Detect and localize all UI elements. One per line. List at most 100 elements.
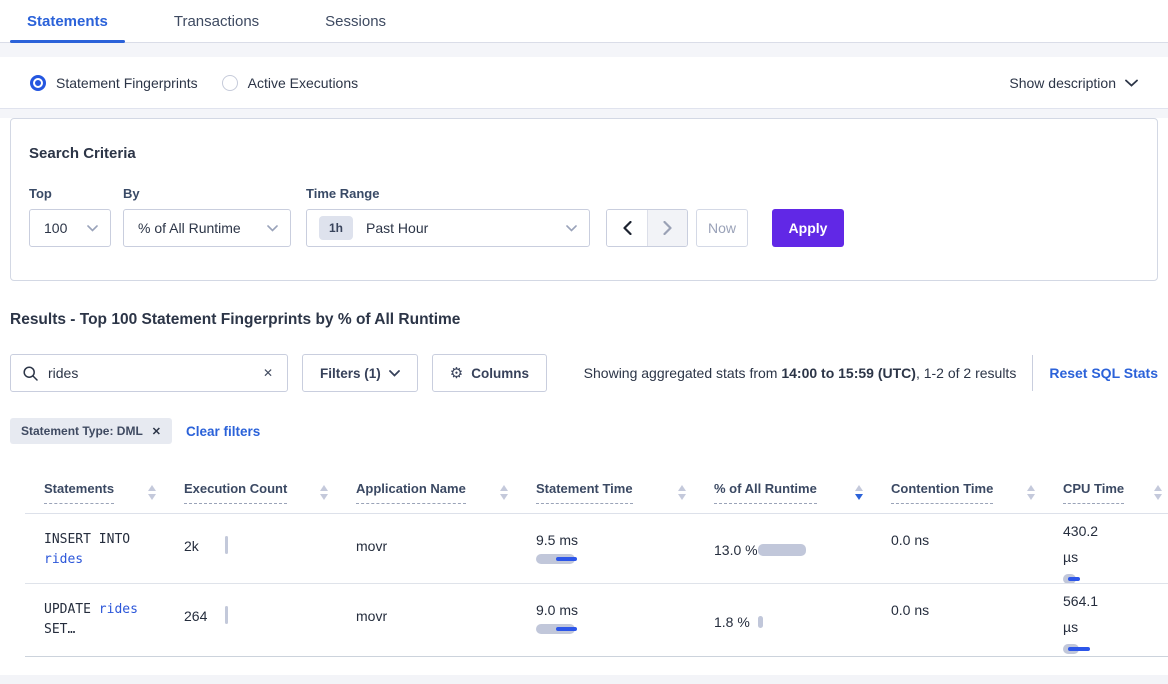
filter-chip-label: Statement Type: DML xyxy=(21,424,143,438)
tab-statements[interactable]: Statements xyxy=(10,0,125,43)
stats-summary-range: 14:00 to 15:59 (UTC) xyxy=(781,365,916,381)
by-select[interactable]: % of All Runtime xyxy=(123,209,291,247)
chevron-down-icon xyxy=(1125,79,1138,87)
reset-sql-stats-link[interactable]: Reset SQL Stats xyxy=(1049,365,1158,381)
radio-active-executions-label: Active Executions xyxy=(247,74,359,91)
column-header-runtime[interactable]: % of All Runtime xyxy=(714,464,891,514)
statement-keyword: UPDATE xyxy=(44,602,91,617)
execution-count-value: 264 xyxy=(184,608,208,624)
show-description-label: Show description xyxy=(1009,74,1116,91)
statement-keyword: INSERT INTO xyxy=(44,532,131,547)
by-label: By xyxy=(123,186,140,201)
gear-icon: ⚙ xyxy=(449,365,464,382)
time-range-value: Past Hour xyxy=(366,220,429,236)
statement-time-value: 9.0 ms xyxy=(536,602,579,618)
columns-button[interactable]: ⚙ Columns xyxy=(431,354,547,392)
radio-active-executions[interactable]: Active Executions xyxy=(221,74,359,91)
column-header-statements[interactable]: Statements xyxy=(44,464,184,514)
sort-icon[interactable] xyxy=(1154,484,1162,500)
cpu-time-cell: 564.1 µs xyxy=(1063,584,1168,657)
tab-statements-label: Statements xyxy=(27,13,108,30)
execution-count-cell: 264 xyxy=(184,584,356,657)
show-description-toggle[interactable]: Show description xyxy=(1009,75,1138,91)
search-criteria-panel: Search Criteria Top 100 By % of All Runt… xyxy=(10,118,1158,281)
search-clear-icon[interactable]: ✕ xyxy=(262,366,273,380)
application-name-cell: movr xyxy=(356,514,536,584)
chevron-down-icon xyxy=(267,224,278,232)
radio-selected-icon[interactable] xyxy=(30,74,46,91)
column-header-label: Application Name xyxy=(356,481,466,504)
stats-summary: Showing aggregated stats from 14:00 to 1… xyxy=(584,365,1017,381)
column-header-contention-time[interactable]: Contention Time xyxy=(891,464,1063,514)
bottom-band xyxy=(0,675,1168,684)
divider-band xyxy=(0,43,1168,57)
by-select-value: % of All Runtime xyxy=(138,220,241,236)
sort-icon[interactable] xyxy=(148,484,156,500)
chevron-left-icon xyxy=(622,221,632,235)
statement-cell[interactable]: UPDATE rides SET… xyxy=(44,584,184,657)
chevron-down-icon xyxy=(388,369,400,377)
column-header-label: Contention Time xyxy=(891,481,994,504)
statement-time-cell: 9.5 ms xyxy=(536,514,714,584)
time-prev-button[interactable] xyxy=(607,210,647,246)
execution-count-value: 2k xyxy=(184,538,199,554)
columns-button-label: Columns xyxy=(471,365,529,381)
radio-statement-fingerprints[interactable]: Statement Fingerprints xyxy=(30,74,198,91)
cpu-time-value: 564.1 µs xyxy=(1063,593,1099,635)
clear-filters-link[interactable]: Clear filters xyxy=(186,423,261,439)
column-header-statement-time[interactable]: Statement Time xyxy=(536,464,714,514)
apply-button[interactable]: Apply xyxy=(772,209,844,247)
chevron-down-icon xyxy=(87,224,98,232)
column-header-application-name[interactable]: Application Name xyxy=(356,464,536,514)
cpu-time-bar xyxy=(1063,574,1168,584)
runtime-value: 13.0 % xyxy=(714,542,758,558)
sort-icon[interactable] xyxy=(1027,484,1035,500)
runtime-bar xyxy=(758,544,806,556)
tab-transactions[interactable]: Transactions xyxy=(157,0,276,42)
sort-icon[interactable] xyxy=(320,484,328,500)
application-name-value: movr xyxy=(356,608,388,624)
sort-icon-active-desc[interactable] xyxy=(855,484,863,500)
contention-time-value: 0.0 ns xyxy=(891,532,930,548)
sort-icon[interactable] xyxy=(500,484,508,500)
top-select[interactable]: 100 xyxy=(29,209,111,247)
runtime-cell: 1.8 % xyxy=(714,584,891,657)
search-input[interactable] xyxy=(48,365,261,381)
filter-chip-statement-type[interactable]: Statement Type: DML ✕ xyxy=(10,418,173,444)
now-button[interactable]: Now xyxy=(696,209,748,247)
cpu-time-bar xyxy=(1063,644,1168,654)
execution-count-bar xyxy=(225,536,228,554)
tab-transactions-label: Transactions xyxy=(173,13,260,30)
sort-icon[interactable] xyxy=(678,484,686,500)
cpu-time-value: 430.2 µs xyxy=(1063,523,1099,565)
statement-cell[interactable]: INSERT INTO rides xyxy=(44,514,184,584)
statement-table-link[interactable]: rides xyxy=(98,602,138,617)
tab-sessions-label: Sessions xyxy=(325,13,387,30)
statement-table-link[interactable]: rides xyxy=(44,552,84,567)
search-box[interactable]: ✕ xyxy=(10,354,288,392)
column-header-label: Execution Count xyxy=(184,481,288,504)
column-header-execution-count[interactable]: Execution Count xyxy=(184,464,356,514)
tab-sessions[interactable]: Sessions xyxy=(308,0,403,42)
column-header-cpu-time[interactable]: CPU Time xyxy=(1063,464,1168,514)
radio-unselected-icon[interactable] xyxy=(221,74,238,91)
statement-time-cell: 9.0 ms xyxy=(536,584,714,657)
contention-time-value: 0.0 ns xyxy=(891,602,930,618)
filters-button[interactable]: Filters (1) xyxy=(302,354,418,392)
stats-summary-count: , 1-2 of 2 results xyxy=(915,365,1017,381)
time-range-select[interactable]: 1h Past Hour xyxy=(306,209,590,247)
runtime-value: 1.8 % xyxy=(714,613,750,630)
column-header-label: % of All Runtime xyxy=(714,481,817,504)
table-row: INSERT INTO rides 2k movr 9.5 ms 13.0 % … xyxy=(0,514,1168,584)
chevron-down-icon xyxy=(566,224,577,232)
chip-close-icon[interactable]: ✕ xyxy=(151,425,162,438)
time-range-badge: 1h xyxy=(319,216,354,240)
cpu-time-cell: 430.2 µs xyxy=(1063,514,1168,584)
search-criteria-title: Search Criteria xyxy=(29,145,136,162)
divider-band xyxy=(0,109,1168,118)
time-next-button[interactable] xyxy=(647,210,687,246)
column-header-label: CPU Time xyxy=(1063,481,1125,504)
table-row: UPDATE rides SET… 264 movr 9.0 ms 1.8 % … xyxy=(0,584,1168,657)
view-toggle-bar: Statement Fingerprints Active Executions… xyxy=(0,57,1168,109)
stats-summary-prefix: Showing aggregated stats from xyxy=(583,365,782,381)
